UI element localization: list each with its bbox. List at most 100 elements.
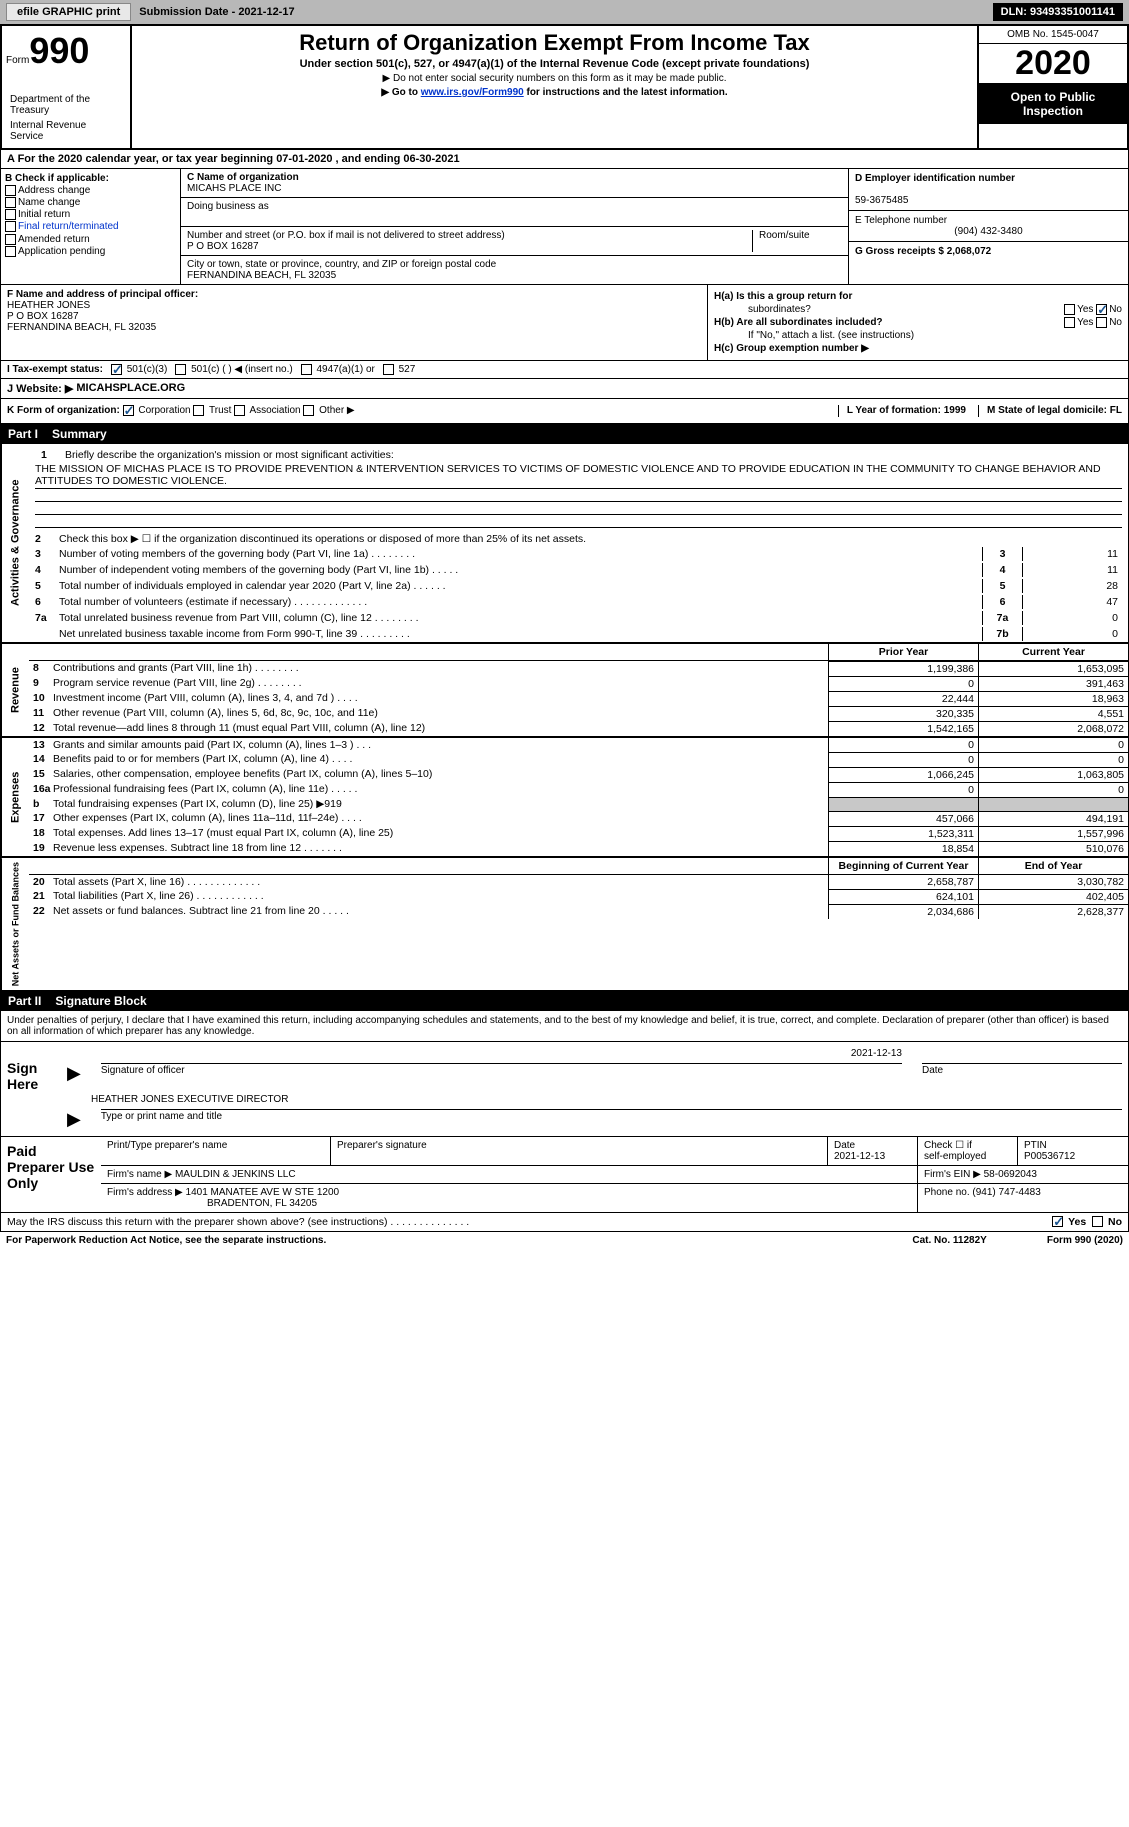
beginning-year-header: Beginning of Current Year bbox=[828, 858, 978, 875]
gross-row: G Gross receipts $ 2,068,072 bbox=[849, 242, 1128, 261]
chk-501c[interactable] bbox=[175, 364, 186, 375]
discuss-text: May the IRS discuss this return with the… bbox=[7, 1216, 1052, 1228]
footer-left: For Paperwork Reduction Act Notice, see … bbox=[6, 1235, 912, 1246]
end-year-header: End of Year bbox=[978, 858, 1128, 875]
col-c-org-info: C Name of organization MICAHS PLACE INC … bbox=[181, 169, 848, 284]
form-title: Return of Organization Exempt From Incom… bbox=[142, 30, 967, 56]
firm-name-cell: Firm's name ▶ MAULDIN & JENKINS LLC bbox=[101, 1166, 918, 1183]
hc-row: H(c) Group exemption number ▶ bbox=[714, 343, 1122, 354]
discuss-yes-checkbox[interactable] bbox=[1052, 1216, 1063, 1227]
website-label: J Website: ▶ bbox=[7, 382, 73, 395]
officer-label: F Name and address of principal officer: bbox=[7, 289, 198, 300]
officer-addr1: P O BOX 16287 bbox=[7, 311, 79, 322]
chk-other[interactable] bbox=[303, 405, 314, 416]
dept-treasury: Department of the Treasury bbox=[6, 92, 126, 118]
hb-note: If "No," attach a list. (see instruction… bbox=[748, 330, 1122, 341]
side-label-revenue: Revenue bbox=[1, 644, 29, 736]
gov-line: 5Total number of individuals employed in… bbox=[29, 578, 1128, 594]
mission-text: THE MISSION OF MICHAS PLACE IS TO PROVID… bbox=[35, 462, 1122, 489]
money-row: 9Program service revenue (Part VIII, lin… bbox=[29, 676, 1128, 691]
money-row: 14Benefits paid to or for members (Part … bbox=[29, 752, 1128, 767]
summary-expenses: Expenses 13Grants and similar amounts pa… bbox=[0, 737, 1129, 857]
chk-name-change[interactable]: Name change bbox=[5, 197, 176, 208]
officer-addr2: FERNANDINA BEACH, FL 32035 bbox=[7, 322, 156, 333]
row-a-tax-year: A For the 2020 calendar year, or tax yea… bbox=[0, 150, 1129, 169]
signature-intro: Under penalties of perjury, I declare th… bbox=[0, 1011, 1129, 1042]
money-row: 17Other expenses (Part IX, column (A), l… bbox=[29, 811, 1128, 826]
summary-net-assets: Net Assets or Fund Balances Beginning of… bbox=[0, 857, 1129, 991]
dba-label: Doing business as bbox=[187, 201, 269, 212]
dba-row: Doing business as bbox=[181, 198, 848, 227]
col-h-group: H(a) Is this a group return for subordin… bbox=[708, 285, 1128, 360]
footer-right: Form 990 (2020) bbox=[1047, 1235, 1123, 1246]
chk-4947[interactable] bbox=[301, 364, 312, 375]
footer-row: For Paperwork Reduction Act Notice, see … bbox=[0, 1232, 1129, 1249]
chk-amended[interactable]: Amended return bbox=[5, 234, 176, 245]
prep-ptin-cell: PTINP00536712 bbox=[1018, 1137, 1128, 1165]
form-center: Return of Organization Exempt From Incom… bbox=[132, 26, 977, 148]
money-row: 18Total expenses. Add lines 13–17 (must … bbox=[29, 826, 1128, 841]
prep-right: Print/Type preparer's name Preparer's si… bbox=[101, 1137, 1128, 1212]
chk-final-return[interactable]: Final return/terminated bbox=[5, 221, 176, 232]
side-label-expenses: Expenses bbox=[1, 738, 29, 856]
row-k-form-org: K Form of organization: Corporation Trus… bbox=[0, 399, 1129, 423]
chk-association[interactable] bbox=[234, 405, 245, 416]
chk-corporation[interactable] bbox=[123, 405, 134, 416]
col-b-title: B Check if applicable: bbox=[5, 173, 176, 184]
chk-address-change[interactable]: Address change bbox=[5, 185, 176, 196]
section-b: B Check if applicable: Address change Na… bbox=[0, 169, 1129, 285]
sig-line-2: ▶ Type or print name and title bbox=[67, 1109, 1122, 1130]
tax-status-label: I Tax-exempt status: bbox=[7, 364, 103, 375]
irs-link[interactable]: www.irs.gov/Form990 bbox=[421, 87, 524, 98]
prep-self-employed: Check ☐ ifself-employed bbox=[918, 1137, 1018, 1165]
ein-label: D Employer identification number bbox=[855, 173, 1015, 184]
ha-no-checkbox[interactable] bbox=[1096, 304, 1107, 315]
city-label: City or town, state or province, country… bbox=[187, 259, 496, 270]
ein-row: D Employer identification number 59-3675… bbox=[849, 169, 1128, 211]
net-content: Beginning of Current Year End of Year 20… bbox=[29, 858, 1128, 990]
chk-application-pending[interactable]: Application pending bbox=[5, 246, 176, 257]
row-i-tax-status: I Tax-exempt status: 501(c)(3) 501(c) ( … bbox=[0, 361, 1129, 379]
col-d: D Employer identification number 59-3675… bbox=[848, 169, 1128, 284]
chk-trust[interactable] bbox=[193, 405, 204, 416]
efile-print-button[interactable]: efile GRAPHIC print bbox=[6, 3, 131, 21]
form-org-label: K Form of organization: bbox=[7, 406, 120, 417]
firm-addr-cell: Firm's address ▶ 1401 MANATEE AVE W STE … bbox=[101, 1184, 918, 1212]
row-a-text: A For the 2020 calendar year, or tax yea… bbox=[7, 153, 460, 165]
form-note-ssn: ▶ Do not enter social security numbers o… bbox=[142, 73, 967, 84]
room-label: Room/suite bbox=[759, 230, 810, 241]
sig-date-label: Date bbox=[922, 1063, 1122, 1084]
sub3-post: for instructions and the latest informat… bbox=[524, 87, 728, 98]
hb-yes-checkbox[interactable] bbox=[1064, 317, 1075, 328]
ha-yes-checkbox[interactable] bbox=[1064, 304, 1075, 315]
rev-header: Prior Year Current Year bbox=[29, 644, 1128, 661]
prep-date-cell: Date2021-12-13 bbox=[828, 1137, 918, 1165]
part1-num: Part I bbox=[8, 427, 38, 441]
preparer-block: Paid Preparer Use Only Print/Type prepar… bbox=[0, 1137, 1129, 1213]
chk-initial-return[interactable]: Initial return bbox=[5, 209, 176, 220]
addr-value: P O BOX 16287 bbox=[187, 241, 259, 252]
firm-phone-cell: Phone no. (941) 747-4483 bbox=[918, 1184, 1128, 1212]
side-label-net: Net Assets or Fund Balances bbox=[1, 858, 29, 990]
hb-no-checkbox[interactable] bbox=[1096, 317, 1107, 328]
firm-ein-cell: Firm's EIN ▶ 58-0692043 bbox=[918, 1166, 1128, 1183]
submission-date: Submission Date - 2021-12-17 bbox=[139, 6, 294, 18]
current-year-header: Current Year bbox=[978, 644, 1128, 661]
money-row: bTotal fundraising expenses (Part IX, co… bbox=[29, 797, 1128, 811]
open-public-badge: Open to Public Inspection bbox=[979, 84, 1127, 124]
sign-right: 2021-12-13 ▶ Signature of officer Date H… bbox=[61, 1042, 1128, 1136]
paid-preparer-label: Paid Preparer Use Only bbox=[1, 1137, 101, 1212]
chk-501c3[interactable] bbox=[111, 364, 122, 375]
gov-line: 6Total number of volunteers (estimate if… bbox=[29, 594, 1128, 610]
money-row: 11Other revenue (Part VIII, column (A), … bbox=[29, 706, 1128, 721]
rev-content: Prior Year Current Year 8Contributions a… bbox=[29, 644, 1128, 736]
money-row: 21Total liabilities (Part X, line 26) . … bbox=[29, 889, 1128, 904]
city-value: FERNANDINA BEACH, FL 32035 bbox=[187, 270, 336, 281]
chk-527[interactable] bbox=[383, 364, 394, 375]
money-row: 12Total revenue—add lines 8 through 11 (… bbox=[29, 721, 1128, 736]
discuss-no-checkbox[interactable] bbox=[1092, 1216, 1103, 1227]
ha-sub: subordinates? bbox=[748, 304, 811, 315]
tax-year: 2020 bbox=[979, 44, 1127, 84]
sig-date-value: 2021-12-13 bbox=[67, 1048, 1122, 1059]
phone-row: E Telephone number (904) 432-3480 bbox=[849, 211, 1128, 242]
